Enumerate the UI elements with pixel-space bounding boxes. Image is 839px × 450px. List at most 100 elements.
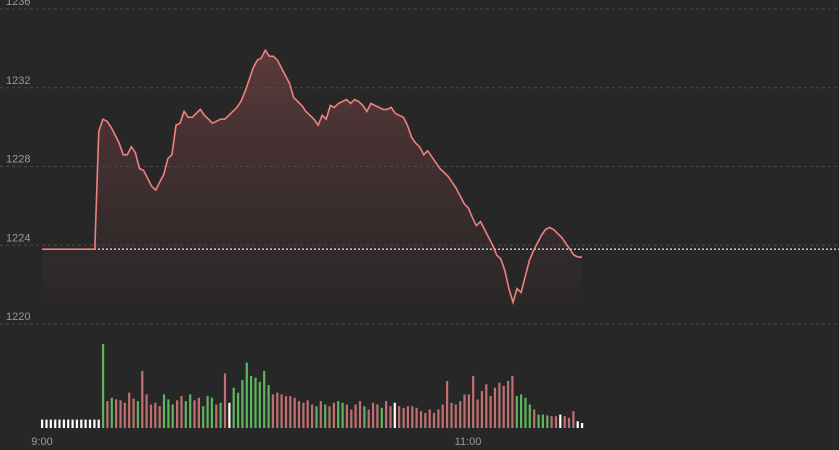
volume-bar [71,419,74,428]
x-tick-label: 11:00 [455,436,482,448]
volume-bar [324,404,327,428]
volume-bar [332,402,335,428]
volume-bar [376,404,379,428]
volume-bar [284,396,288,428]
volume-bar [315,406,318,428]
volume-bar [45,419,48,428]
volume-bar [197,397,200,428]
volume-bar [263,370,266,428]
volume-bar [311,404,314,428]
volume-bar [424,412,427,428]
volume-bar [393,402,396,428]
volume-bar [432,412,436,428]
volume-bar [450,402,453,428]
volume-bar [398,406,401,428]
volume-bar [515,396,518,428]
volume-bar [102,344,105,428]
y-tick-label: 1224 [6,232,30,244]
volume-bar [58,419,61,428]
volume-bars [41,344,584,428]
volume-bar [158,406,161,428]
volume-bar [306,400,309,428]
volume-bar [228,402,231,428]
volume-bar [176,400,179,428]
volume-bar [511,375,514,428]
volume-bar [402,407,405,428]
volume-bar [502,386,505,428]
price-area [42,50,582,304]
volume-bar [123,402,126,428]
volume-bar [441,404,444,428]
volume-bar [67,419,70,428]
volume-bar [341,402,344,428]
y-tick-label: 1236 [6,0,30,8]
volume-bar [463,394,466,428]
volume-bar [546,415,549,428]
y-tick-label: 1220 [6,311,30,323]
volume-bar [350,409,353,428]
volume-bar [554,416,558,428]
volume-bar [62,419,65,428]
volume-bar [219,402,222,428]
volume-bar [271,394,274,428]
volume-bar [171,404,174,428]
volume-bar [106,401,109,428]
volume-bar [415,407,418,428]
volume-bar [480,391,483,428]
volume-bar [206,396,209,428]
volume-bar [372,402,375,428]
volume-bar [498,382,501,428]
volume-bar [223,373,227,428]
volume-bar [267,385,270,428]
volume-bar [485,384,488,428]
volume-bar [476,399,479,428]
volume-bar [49,419,52,428]
volume-bar [293,397,296,428]
volume-bar [419,411,423,428]
volume-bar [280,394,283,428]
volume-bar [581,423,584,428]
volume-bar [533,409,536,428]
volume-bar [437,409,440,428]
volume-bar [319,401,322,428]
volume-bar [428,409,431,428]
volume-bar [88,419,92,428]
volume-bar [528,404,531,428]
volume-bar [154,402,157,428]
volume-bar [97,419,100,428]
volume-bar [363,406,366,428]
volume-bar [520,394,523,428]
y-tick-label: 1232 [6,75,30,87]
volume-bar [297,401,301,428]
volume-bar [550,416,553,428]
volume-bar [167,399,170,428]
x-axis-ticks: 9:00 11:00 [31,436,481,448]
volume-bar [119,400,122,428]
volume-bar [537,414,540,428]
volume-bar [354,404,357,428]
volume-bar [162,394,166,428]
volume-bar [446,381,449,428]
volume-bar [328,406,331,428]
volume-bar [215,404,218,428]
volume-bar [411,406,414,428]
volume-bar [454,404,457,428]
volume-bar [141,370,144,428]
volume-bar [128,392,131,428]
volume-bar [345,404,348,428]
volume-bar [93,419,96,428]
volume-bar [241,380,244,428]
volume-bar [541,414,544,428]
volume-bar [567,417,571,428]
volume-bar [367,409,370,428]
volume-bar [467,394,470,428]
y-tick-label: 1228 [6,154,30,166]
price-line [42,48,582,306]
volume-bar [250,375,253,428]
volume-bar [110,397,113,428]
volume-bar [459,401,462,428]
volume-bar [276,392,279,428]
volume-bar [576,421,579,428]
y-axis-ticks: 1236 1232 1228 1224 1220 [6,0,30,323]
volume-bar [472,375,475,428]
